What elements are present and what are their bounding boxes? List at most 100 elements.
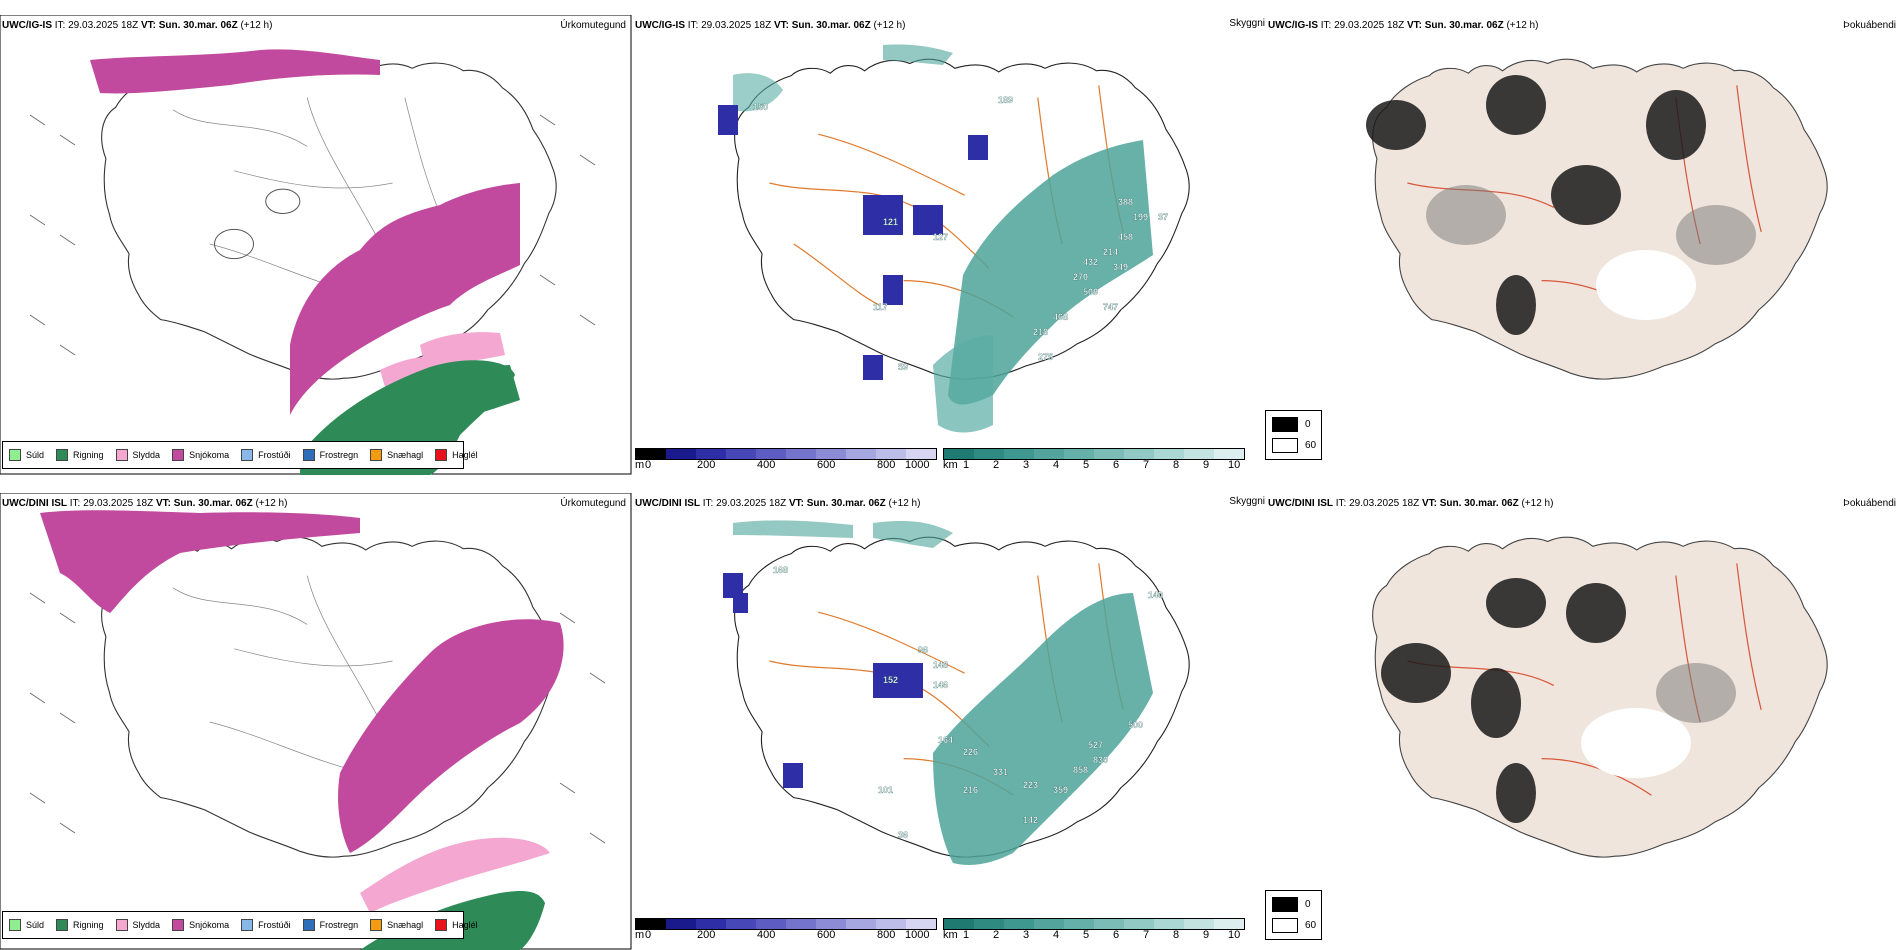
visibility-colorbar [943, 448, 1245, 460]
legend-item: Frostregn [302, 449, 358, 461]
cloud-height-label: 121 [883, 217, 898, 227]
tick-label: 4 [1053, 459, 1060, 471]
legend-item: Súld [9, 919, 44, 931]
cloud-panel-bottom: 168 96 148 152 146 140 164 226 331 216 223 500 527 83… [633, 493, 1265, 950]
cloud-height-label: 37 [1158, 212, 1168, 222]
panel-title: Úrkomutegund [560, 498, 626, 509]
tick-label: 5 [1083, 459, 1090, 471]
tick-label: 0 [645, 459, 652, 471]
height-colorbar [635, 918, 937, 930]
cloud-height-label: 226 [963, 747, 978, 757]
tick-label: 200 [697, 929, 716, 941]
tick-label: 1000 [905, 459, 930, 471]
tick-label: 4 [1053, 929, 1060, 941]
fog-panel-top: UWC/IG-IS IT: 29.03.2025 18Z VT: Sun. 30… [1266, 15, 1900, 475]
panel-header: UWC/IG-IS IT: 29.03.2025 18Z VT: Sun. 30… [635, 20, 906, 31]
fog-map-top [1366, 58, 1828, 380]
tick-label: 10 [1228, 459, 1241, 471]
panel-header: UWC/IG-IS IT: 29.03.2025 18Z VT: Sun. 30… [1268, 20, 1539, 31]
cloud-height-label: 275 [1038, 352, 1053, 362]
cloud-height-label: 216 [963, 785, 978, 795]
cloud-height-label: 36 [898, 830, 908, 840]
tick-label: 8 [1173, 459, 1180, 471]
panel-title: Úrkomutegund [560, 20, 626, 31]
precip-type-legend: Súld Rigning Slydda Snjókoma Frostúði Fr… [2, 911, 478, 939]
cloud-height-label: 223 [1023, 780, 1038, 790]
cloud-height-label: 214 [1103, 247, 1118, 257]
visibility-unit: km [943, 929, 958, 941]
tick-label: 10 [1228, 929, 1241, 941]
cloud-map-bottom: 168 96 148 152 146 140 164 226 331 216 223 500 527 83… [723, 520, 1190, 865]
fog-legend-top: 0 60 [1265, 410, 1322, 460]
tick-label: 1 [963, 459, 970, 471]
cloud-height-label: 59 [898, 362, 908, 372]
tick-label: 0 [645, 929, 652, 941]
cloud-height-label: 199 [1133, 212, 1148, 222]
visibility-unit: km [943, 459, 958, 471]
panel-title: Þokuábendi [1843, 498, 1896, 509]
tick-label: 1000 [905, 929, 930, 941]
tick-label: 6 [1113, 459, 1120, 471]
tick-label: 600 [817, 929, 836, 941]
cloud-height-label: 500 [1128, 720, 1143, 730]
tick-label: 800 [877, 459, 896, 471]
cloud-height-label: 432 [1083, 257, 1098, 267]
cloud-height-label: 858 [1073, 765, 1088, 775]
panel-header: UWC/DINI ISL IT: 29.03.2025 18Z VT: Sun.… [635, 498, 921, 509]
legend-item: Frostúði [241, 449, 291, 461]
tick-label: 600 [817, 459, 836, 471]
cloud-height-label: 140 [1148, 590, 1163, 600]
cloud-height-label: 468 [1053, 312, 1068, 322]
cloud-height-label: 388 [1118, 197, 1133, 207]
panel-header: UWC/DINI ISL IT: 29.03.2025 18Z VT: Sun.… [1268, 498, 1554, 509]
tick-label: 1 [963, 929, 970, 941]
legend-item: Frostregn [302, 919, 358, 931]
tick-label: 400 [757, 459, 776, 471]
legend-item: Súld [9, 449, 44, 461]
legend-item: Rigning [56, 449, 104, 461]
tick-label: 5 [1083, 929, 1090, 941]
precip-type-map-top [0, 15, 632, 475]
cloud-height-label: 146 [933, 680, 948, 690]
legend-item: Snjókoma [172, 449, 229, 461]
fog-map-bottom [1372, 536, 1828, 858]
tick-label: 6 [1113, 929, 1120, 941]
tick-label: 9 [1203, 929, 1210, 941]
height-colorbar [635, 448, 937, 460]
cloud-height-label: 509 [1083, 287, 1098, 297]
cloud-height-label: 189 [998, 95, 1013, 105]
height-unit: m [635, 929, 645, 941]
cloud-height-label: 359 [1053, 785, 1068, 795]
cloud-height-label: 747 [1103, 302, 1118, 312]
tick-label: 3 [1023, 459, 1030, 471]
legend-item: Haglél [435, 449, 478, 461]
cloud-height-label: 349 [1113, 262, 1128, 272]
cloud-height-label: 101 [878, 785, 893, 795]
cloud-height-label: 127 [933, 232, 948, 242]
panel-title: Skyggni [1229, 496, 1265, 507]
cloud-height-label: 117 [873, 302, 888, 312]
cloud-height-label: 270 [1073, 272, 1088, 282]
cloud-height-label: 150 [753, 102, 768, 112]
tick-label: 200 [697, 459, 716, 471]
legend-item: Rigning [56, 919, 104, 931]
tick-label: 8 [1173, 929, 1180, 941]
legend-item: Haglél [435, 919, 478, 931]
cloud-height-label: 218 [1033, 327, 1048, 337]
cloud-height-label: 148 [933, 660, 948, 670]
cloud-height-label: 168 [773, 565, 788, 575]
panel-title: Skyggni [1229, 18, 1265, 29]
cloud-height-label: 830 [1093, 755, 1108, 765]
precip-type-panel-bottom: UWC/DINI ISL IT: 29.03.2025 18Z VT: Sun.… [0, 493, 632, 950]
panel-header: UWC/DINI ISL IT: 29.03.2025 18Z VT: Sun.… [2, 498, 288, 509]
tick-label: 7 [1143, 459, 1150, 471]
height-unit: m [635, 459, 645, 471]
cloud-height-label: 331 [993, 767, 1008, 777]
visibility-colorbar [943, 918, 1245, 930]
legend-item: Slydda [115, 919, 160, 931]
panel-header: UWC/IG-IS IT: 29.03.2025 18Z VT: Sun. 30… [2, 20, 273, 31]
legend-item: Frostúði [241, 919, 291, 931]
fog-legend-bottom: 0 60 [1265, 890, 1322, 940]
legend-item: Snæhagl [370, 919, 423, 931]
